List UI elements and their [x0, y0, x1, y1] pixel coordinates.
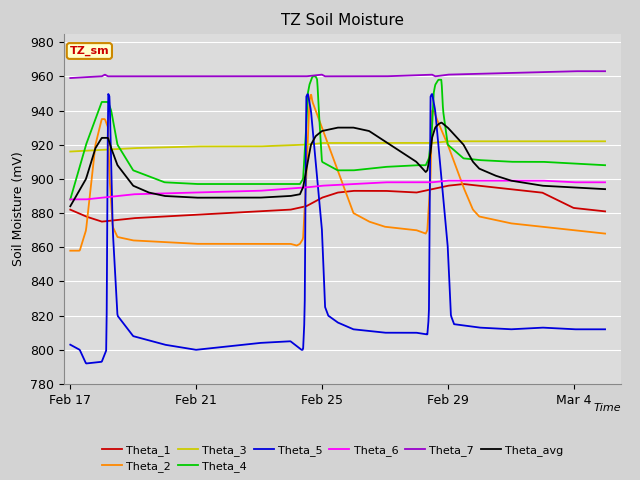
Theta_4	[493, 158, 501, 164]
Theta_6	[121, 192, 129, 198]
Theta_3	[302, 142, 310, 147]
Theta_7	[283, 73, 291, 79]
Theta_7	[570, 68, 578, 74]
Line: Theta_6: Theta_6	[70, 180, 605, 199]
Theta_3	[121, 146, 129, 152]
Theta_3	[434, 140, 442, 145]
Theta_7	[121, 73, 129, 79]
Theta_2	[121, 236, 129, 241]
Theta_4	[67, 196, 74, 202]
Theta_avg	[437, 120, 445, 125]
Theta_1	[460, 181, 468, 187]
Theta_5	[494, 326, 502, 332]
Theta_7	[493, 71, 500, 76]
Theta_5	[484, 325, 492, 331]
Theta_6	[601, 180, 609, 185]
Theta_6	[302, 185, 310, 191]
Theta_2	[601, 231, 609, 237]
Theta_5	[601, 326, 609, 332]
Theta_2	[283, 241, 291, 247]
Theta_2	[307, 92, 315, 97]
Theta_4	[121, 154, 129, 160]
Theta_4	[309, 73, 317, 79]
Theta_1	[494, 185, 502, 191]
Theta_2	[484, 216, 492, 221]
Theta_1	[484, 184, 492, 190]
Theta_avg	[493, 173, 501, 179]
Theta_5	[303, 93, 311, 98]
Theta_avg	[67, 204, 74, 209]
Line: Theta_3: Theta_3	[70, 141, 605, 152]
Theta_1	[122, 216, 129, 222]
Theta_avg	[302, 169, 310, 175]
Theta_1	[98, 219, 106, 225]
Theta_2	[67, 248, 74, 253]
Line: Theta_4: Theta_4	[70, 76, 605, 199]
Line: Theta_5: Theta_5	[70, 94, 605, 363]
Theta_1	[434, 185, 442, 191]
Theta_3	[67, 149, 74, 155]
Theta_avg	[434, 122, 442, 128]
Theta_5	[83, 360, 90, 366]
Theta_5	[284, 338, 291, 344]
Theta_5	[122, 324, 130, 330]
Theta_3	[283, 143, 291, 148]
Theta_3	[601, 138, 609, 144]
Theta_2	[302, 183, 310, 189]
Theta_avg	[121, 172, 129, 178]
Line: Theta_2: Theta_2	[70, 95, 605, 251]
Y-axis label: Soil Moisture (mV): Soil Moisture (mV)	[12, 151, 25, 266]
Text: TZ_sm: TZ_sm	[70, 46, 109, 56]
Theta_3	[484, 138, 492, 144]
Theta_3	[444, 138, 452, 144]
Theta_4	[601, 162, 609, 168]
Theta_avg	[283, 193, 291, 199]
Theta_avg	[484, 169, 492, 175]
Theta_2	[434, 119, 442, 125]
Text: Time: Time	[593, 403, 621, 413]
Theta_7	[483, 71, 491, 76]
Theta_6	[493, 178, 501, 183]
Theta_6	[484, 178, 492, 183]
Theta_7	[434, 73, 442, 79]
Line: Theta_1: Theta_1	[70, 184, 605, 222]
Theta_7	[302, 73, 310, 79]
Theta_5	[435, 144, 442, 150]
Theta_2	[493, 217, 501, 223]
Theta_6	[434, 179, 442, 185]
Theta_4	[484, 157, 492, 163]
Theta_4	[434, 77, 442, 83]
Title: TZ Soil Moisture: TZ Soil Moisture	[281, 13, 404, 28]
Theta_5	[104, 91, 112, 97]
Theta_7	[601, 68, 609, 74]
Theta_5	[67, 342, 74, 348]
Theta_6	[283, 186, 291, 192]
Theta_1	[67, 207, 74, 213]
Theta_1	[303, 203, 310, 209]
Theta_avg	[601, 186, 609, 192]
Legend: Theta_1, Theta_2, Theta_3, Theta_4, Theta_5, Theta_6, Theta_7, Theta_avg: Theta_1, Theta_2, Theta_3, Theta_4, Thet…	[97, 440, 568, 477]
Theta_4	[283, 181, 291, 187]
Theta_6	[67, 196, 74, 202]
Line: Theta_avg: Theta_avg	[70, 122, 605, 206]
Line: Theta_7: Theta_7	[70, 71, 605, 78]
Theta_4	[302, 131, 310, 137]
Theta_3	[493, 138, 501, 144]
Theta_6	[444, 178, 452, 183]
Theta_1	[601, 208, 609, 214]
Theta_7	[67, 75, 74, 81]
Theta_1	[284, 207, 291, 213]
